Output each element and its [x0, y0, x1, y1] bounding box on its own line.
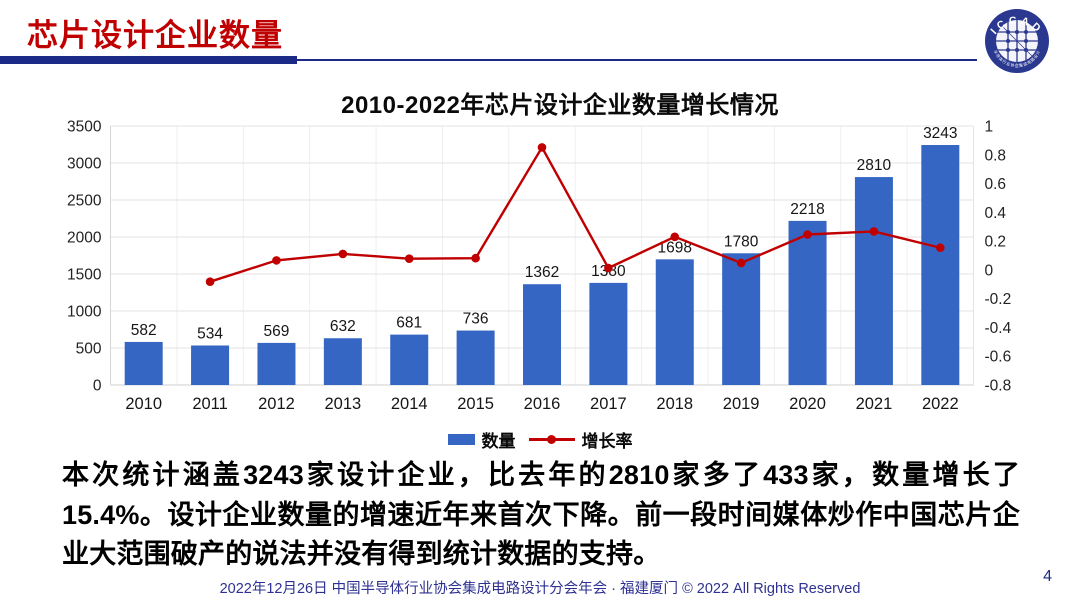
- header-underline-thick: [0, 56, 297, 64]
- x-axis-label: 2014: [391, 395, 428, 413]
- legend-line-swatch: [528, 433, 575, 445]
- bar-value-label: 534: [197, 325, 223, 342]
- x-axis-label: 2022: [922, 395, 959, 413]
- bar-value-label: 582: [131, 322, 157, 339]
- bar-value-label: 681: [396, 315, 422, 332]
- legend-line-label: 增长率: [581, 431, 633, 451]
- left-axis-tick: 2000: [67, 230, 102, 247]
- right-axis-tick: -0.6: [985, 349, 1012, 366]
- line-point-2021: [869, 227, 879, 236]
- bar-value-label: 632: [330, 318, 356, 335]
- line-point-2019: [736, 258, 746, 268]
- right-axis-tick: 1: [985, 119, 994, 136]
- body-paragraph: 本次统计涵盖3243家设计企业，比去年的2810家多了433家，数量增长了15.…: [62, 460, 1020, 569]
- line-point-2020: [803, 230, 812, 239]
- legend-item-growth: 增长率: [528, 427, 633, 452]
- bar-2017: [589, 282, 628, 385]
- logo-grid-dots: [1006, 30, 1028, 52]
- x-axis-label: 2016: [524, 395, 561, 413]
- line-point-2011: [205, 277, 215, 286]
- bar-value-label: 1362: [525, 264, 559, 281]
- bar-2019: [722, 253, 761, 385]
- left-axis-tick: 3000: [67, 156, 102, 173]
- line-point-2017: [604, 263, 613, 273]
- chart-title: 2010-2022年芯片设计企业数量增长情况: [341, 92, 779, 119]
- line-point-2012: [272, 256, 281, 265]
- legend-bar-swatch: [447, 433, 475, 445]
- bar-value-label: 1780: [724, 233, 759, 250]
- bar-2012: [257, 342, 296, 385]
- right-axis-tick: -0.4: [985, 320, 1012, 337]
- bar-2010: [124, 341, 163, 385]
- line-point-2016: [537, 143, 547, 152]
- bar-value-label: 2218: [790, 201, 824, 218]
- line-point-2013: [338, 249, 348, 259]
- page-title: 芯片设计企业数量: [27, 18, 283, 53]
- series-bars: 5825345696326817361362138016981780221828…: [124, 125, 960, 385]
- left-axis-tick: 0: [93, 378, 102, 395]
- footer-text: 2022年12月26日 中国半导体行业协会集成电路设计分会年会 · 福建厦门 ©…: [219, 581, 861, 597]
- bar-2014: [390, 334, 429, 385]
- header-underline-thin: [297, 59, 977, 61]
- iccad-logo-icon: ICCAD 中国半导体行业协会集成电路设计分会: [984, 8, 1049, 73]
- right-axis-tick: -0.2: [985, 291, 1012, 308]
- right-axis-tick: 0.8: [985, 147, 1007, 164]
- x-axis-label: 2010: [125, 395, 162, 413]
- right-axis-tick: -0.8: [985, 378, 1012, 395]
- line-point-2015: [471, 253, 480, 263]
- bar-2015: [456, 330, 495, 385]
- bar-2011: [191, 345, 230, 385]
- x-axis-label: 2019: [723, 395, 760, 413]
- bar-value-label: 2810: [857, 157, 892, 174]
- bar-value-label: 1698: [658, 239, 692, 256]
- x-axis-label: 2012: [258, 395, 295, 413]
- bar-2013: [323, 338, 362, 385]
- line-point-2014: [404, 254, 414, 263]
- x-axis-label: 2013: [324, 395, 361, 413]
- x-axis-label: 2015: [457, 395, 494, 413]
- chart-legend: 数量 增长率: [0, 427, 1080, 452]
- bar-value-label: 569: [264, 323, 290, 340]
- legend-item-quantity: 数量: [447, 427, 516, 452]
- combo-chart: 0 500 1000 1500 2000 2500 3000 3500 1 0.8 0.6 0.4 0.…: [67, 119, 1012, 414]
- bar-value-label: 736: [463, 311, 489, 328]
- line-point-2022: [936, 243, 945, 253]
- x-axis-label: 2018: [656, 395, 693, 413]
- left-axis-tick: 500: [76, 341, 102, 358]
- right-axis-tick: 0: [985, 262, 994, 279]
- growth-rate-line: [209, 145, 941, 283]
- left-axis-tick: 1500: [67, 267, 102, 284]
- x-axis-label: 2021: [856, 395, 893, 413]
- page-number: 4: [1043, 568, 1052, 585]
- legend-bar-label: 数量: [481, 431, 516, 451]
- right-axis-tick: 0.6: [985, 176, 1007, 193]
- left-axis-tick: 2500: [67, 193, 102, 210]
- bar-2016: [523, 284, 561, 385]
- left-axis-tick: 1000: [67, 304, 102, 321]
- bar-2021: [854, 177, 893, 385]
- x-axis-label: 2011: [192, 395, 227, 413]
- left-axis-tick: 3500: [67, 119, 102, 136]
- x-axis-label: 2017: [590, 395, 627, 413]
- bar-2022: [921, 145, 960, 385]
- right-axis-tick: 0.4: [985, 205, 1007, 222]
- right-axis-tick: 0.2: [985, 234, 1007, 251]
- bar-2018: [655, 259, 694, 385]
- line-point-2018: [670, 232, 680, 242]
- x-axis-label: 2020: [789, 395, 826, 413]
- bar-value-label: 3243: [923, 125, 957, 142]
- bar-2020: [788, 220, 827, 385]
- axis-labels: 0 500 1000 1500 2000 2500 3000 3500 1 0.8 0.6 0.4 0.…: [67, 119, 1012, 414]
